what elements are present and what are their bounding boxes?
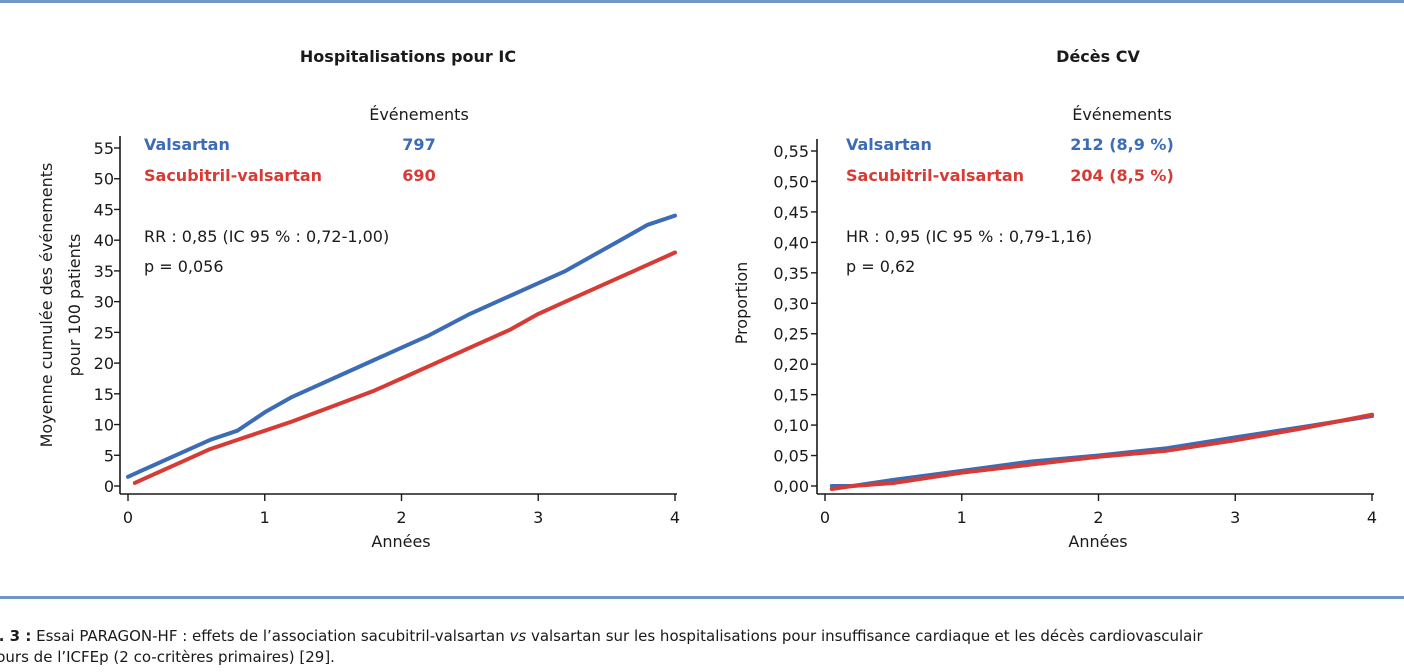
legend-series-name: Sacubitril-valsartan (846, 166, 1024, 185)
series-line-valsartan (829, 414, 1374, 488)
stat-annotation: RR : 0,85 (IC 95 % : 0,72-1,00) (144, 227, 389, 246)
y-tick-label: 10 (94, 416, 114, 435)
x-tick-label: 4 (670, 508, 680, 527)
figure-canvas: Hospitalisations pour IC0510152025303540… (37, 47, 1377, 551)
caption-separator-rule (0, 596, 1404, 599)
series-line-valsartan (126, 213, 677, 479)
x-tick-label: 3 (1230, 508, 1240, 527)
stat-annotation: p = 0,056 (144, 257, 224, 276)
chart-title: Hospitalisations pour IC (300, 47, 516, 66)
y-tick-label: 0,45 (773, 203, 809, 222)
y-tick-label: 30 (94, 293, 114, 312)
x-tick-label: 4 (1367, 508, 1377, 527)
x-tick-label: 1 (260, 508, 270, 527)
legend-series-name: Valsartan (144, 135, 230, 154)
y-tick-label: 45 (94, 200, 114, 219)
y-tick-label: 0,55 (773, 142, 809, 161)
y-axis-label-line: pour 100 patients (65, 234, 84, 377)
y-tick-label: 0,00 (773, 477, 809, 496)
y-axis-label: Proportion (732, 262, 751, 345)
x-tick-label: 3 (533, 508, 543, 527)
y-tick-label: 0,35 (773, 264, 809, 283)
x-tick-label: 0 (123, 508, 133, 527)
legend-series-name: Sacubitril-valsartan (144, 166, 322, 185)
y-tick-label: 20 (94, 354, 114, 373)
series-line-sacubitril-valsartan (132, 250, 677, 485)
caption-figure-label: g. 3 : (0, 627, 32, 645)
y-tick-label: 15 (94, 385, 114, 404)
y-tick-label: 50 (94, 170, 114, 189)
legend-events-header: Événements (369, 105, 469, 124)
legend-series-events: 204 (8,5 %) (1070, 166, 1174, 185)
stat-annotation: HR : 0,95 (IC 95 % : 0,79-1,16) (846, 227, 1092, 246)
y-tick-label: 35 (94, 262, 114, 281)
x-tick-label: 2 (396, 508, 406, 527)
caption-text-after: valsartan sur les hospitalisations pour … (526, 627, 1203, 645)
x-axis-label: Années (1068, 532, 1127, 551)
chart-panel-2: Décès CV 0,00 0,05 0,10 0,15 0,20 0,25 0,30 0,35… (732, 47, 1377, 551)
caption-line-1: g. 3 : Essai PARAGON-HF : effets de l’as… (0, 626, 1404, 647)
caption-text-before: Essai PARAGON-HF : effets de l’associati… (31, 627, 510, 645)
y-tick-label: 40 (94, 231, 114, 250)
top-border-rule (0, 0, 1404, 3)
x-axis-label: Années (371, 532, 430, 551)
y-axis-label-line: Moyenne cumulée des événements (37, 163, 56, 448)
x-tick-label: 1 (957, 508, 967, 527)
caption-italic-vs: vs (509, 627, 527, 645)
y-tick-label: 5 (104, 446, 114, 465)
chart-panel-1: Hospitalisations pour IC0510152025303540… (37, 47, 680, 551)
y-tick-label: 0 (104, 477, 114, 496)
y-tick-label: 0,20 (773, 355, 809, 374)
y-tick-label: 55 (94, 139, 114, 158)
legend-series-events: 797 (402, 135, 435, 154)
y-axis-label-line: Proportion (732, 262, 751, 345)
y-tick-label: 0,40 (773, 233, 809, 252)
y-axis-label: Moyenne cumulée des événements pour 100 p… (37, 163, 84, 448)
y-tick-label: 0,50 (773, 172, 809, 191)
stat-annotation: p = 0,62 (846, 257, 915, 276)
x-tick-label: 2 (1093, 508, 1103, 527)
series-line-sacubitril-valsartan (829, 412, 1374, 491)
y-tick-label: 0,30 (773, 294, 809, 313)
y-tick-label: 0,15 (773, 386, 809, 405)
legend-events-header: Événements (1072, 105, 1172, 124)
legend-series-events: 212 (8,9 %) (1070, 135, 1174, 154)
y-tick-label: 0,25 (773, 325, 809, 344)
figure-caption: g. 3 : Essai PARAGON-HF : effets de l’as… (0, 626, 1404, 668)
y-tick-label: 0,10 (773, 416, 809, 435)
legend-series-events: 690 (402, 166, 435, 185)
legend-series-name: Valsartan (846, 135, 932, 154)
y-tick-label: 25 (94, 323, 114, 342)
y-tick-label: 0,05 (773, 447, 809, 466)
x-tick-label: 0 (820, 508, 830, 527)
chart-title: Décès CV (1056, 47, 1140, 66)
caption-line-2: cours de l’ICFEp (2 co-critères primaire… (0, 648, 335, 666)
